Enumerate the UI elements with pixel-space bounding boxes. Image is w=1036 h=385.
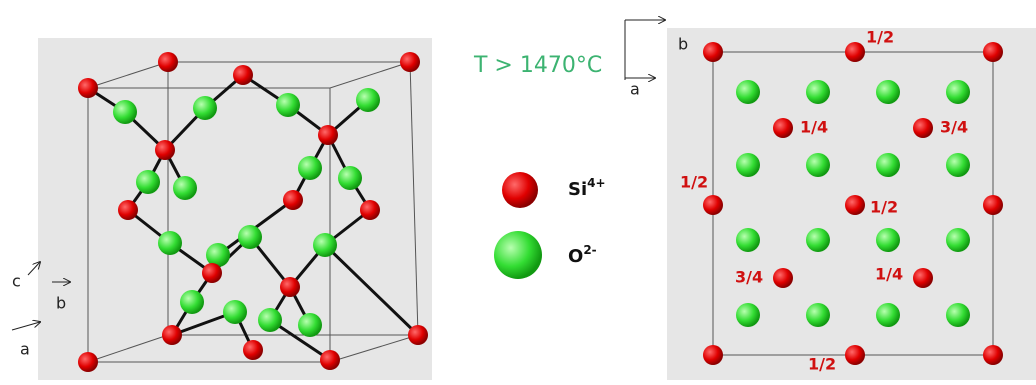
oxygen-atom (806, 153, 830, 177)
silicon-atom (318, 125, 338, 145)
oxygen-atom (113, 100, 137, 124)
silicon-atom (158, 52, 178, 72)
silicon-atom (773, 268, 793, 288)
oxygen-atom (806, 303, 830, 327)
oxygen-atom (313, 233, 337, 257)
legend-label: O2- (568, 243, 597, 268)
silicon-atom (913, 268, 933, 288)
scene: c b a T > 1470°C b a Si4+ O2- 1/2 1/4 3/4 1… (0, 0, 1036, 385)
oxygen-atom (736, 303, 760, 327)
silicon-atom (845, 345, 865, 365)
oxygen-atom (258, 308, 282, 332)
silicon-atom (162, 325, 182, 345)
silicon-atom (913, 118, 933, 138)
axis-label: c (12, 272, 21, 291)
oxygen-atom (136, 170, 160, 194)
oxygen-atom (356, 88, 380, 112)
height-label: 1/2 (870, 198, 898, 217)
silicon-atom (78, 78, 98, 98)
silicon-atom (983, 195, 1003, 215)
oxygen-atom (876, 153, 900, 177)
oxygen-atom (338, 166, 362, 190)
oxygen-atom (946, 303, 970, 327)
oxygen-atom (193, 96, 217, 120)
legend-swatch (502, 172, 538, 208)
oxygen-atom (238, 225, 262, 249)
silicon-atom (360, 200, 380, 220)
height-label: 3/4 (940, 118, 968, 137)
silicon-atom (118, 200, 138, 220)
axis-label: a (630, 80, 640, 99)
axis-label: a (20, 340, 30, 359)
silicon-atom (983, 345, 1003, 365)
silicon-atom (283, 190, 303, 210)
silicon-atom (703, 345, 723, 365)
height-label: 3/4 (735, 268, 763, 287)
oxygen-atom (946, 80, 970, 104)
silicon-atom (243, 340, 263, 360)
condition: T > 1470°C (473, 53, 602, 78)
oxygen-atom (223, 300, 247, 324)
legend-swatch (494, 231, 542, 279)
silicon-atom (845, 42, 865, 62)
axis-label: b (56, 294, 66, 313)
oxygen-atom (298, 313, 322, 337)
silicon-atom (233, 65, 253, 85)
silicon-atom (845, 195, 865, 215)
silicon-atom (408, 325, 428, 345)
oxygen-atom (736, 80, 760, 104)
height-label: 1/4 (800, 118, 828, 137)
oxygen-atom (276, 93, 300, 117)
height-label: 1/2 (866, 28, 894, 47)
oxygen-atom (806, 80, 830, 104)
oxygen-atom (173, 176, 197, 200)
oxygen-atom (180, 290, 204, 314)
height-label: 1/2 (680, 173, 708, 192)
silicon-atom (983, 42, 1003, 62)
silicon-atom (320, 350, 340, 370)
silicon-atom (703, 42, 723, 62)
height-label: 1/4 (875, 265, 903, 284)
oxygen-atom (158, 231, 182, 255)
oxygen-atom (806, 228, 830, 252)
oxygen-atom (736, 153, 760, 177)
silicon-atom (78, 352, 98, 372)
legend-label: Si4+ (568, 176, 606, 201)
silicon-atom (773, 118, 793, 138)
silicon-atom (400, 52, 420, 72)
oxygen-atom (876, 303, 900, 327)
legend: Si4+ O2- (494, 172, 606, 279)
oxygen-atom (946, 228, 970, 252)
silicon-atom (280, 277, 300, 297)
oxygen-atom (876, 80, 900, 104)
silicon-atom (202, 263, 222, 283)
axis-label: b (678, 35, 688, 54)
oxygen-atom (876, 228, 900, 252)
oxygen-atom (298, 156, 322, 180)
silicon-atom (703, 195, 723, 215)
oxygen-atom (946, 153, 970, 177)
oxygen-atom (736, 228, 760, 252)
silicon-atom (155, 140, 175, 160)
height-label: 1/2 (808, 355, 836, 374)
